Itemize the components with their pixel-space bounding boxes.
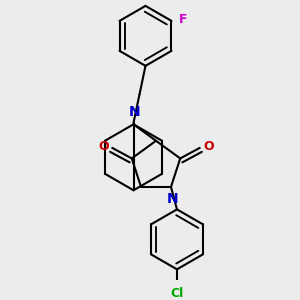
Text: Cl: Cl (170, 287, 184, 300)
Text: O: O (203, 140, 214, 153)
Text: N: N (167, 192, 178, 206)
Text: O: O (98, 140, 109, 153)
Text: N: N (128, 105, 140, 119)
Text: F: F (179, 13, 188, 26)
